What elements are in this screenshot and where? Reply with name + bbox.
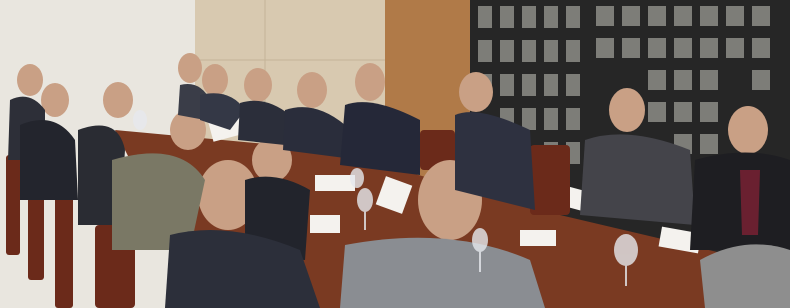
page	[0, 0, 790, 308]
photo	[0, 0, 790, 308]
